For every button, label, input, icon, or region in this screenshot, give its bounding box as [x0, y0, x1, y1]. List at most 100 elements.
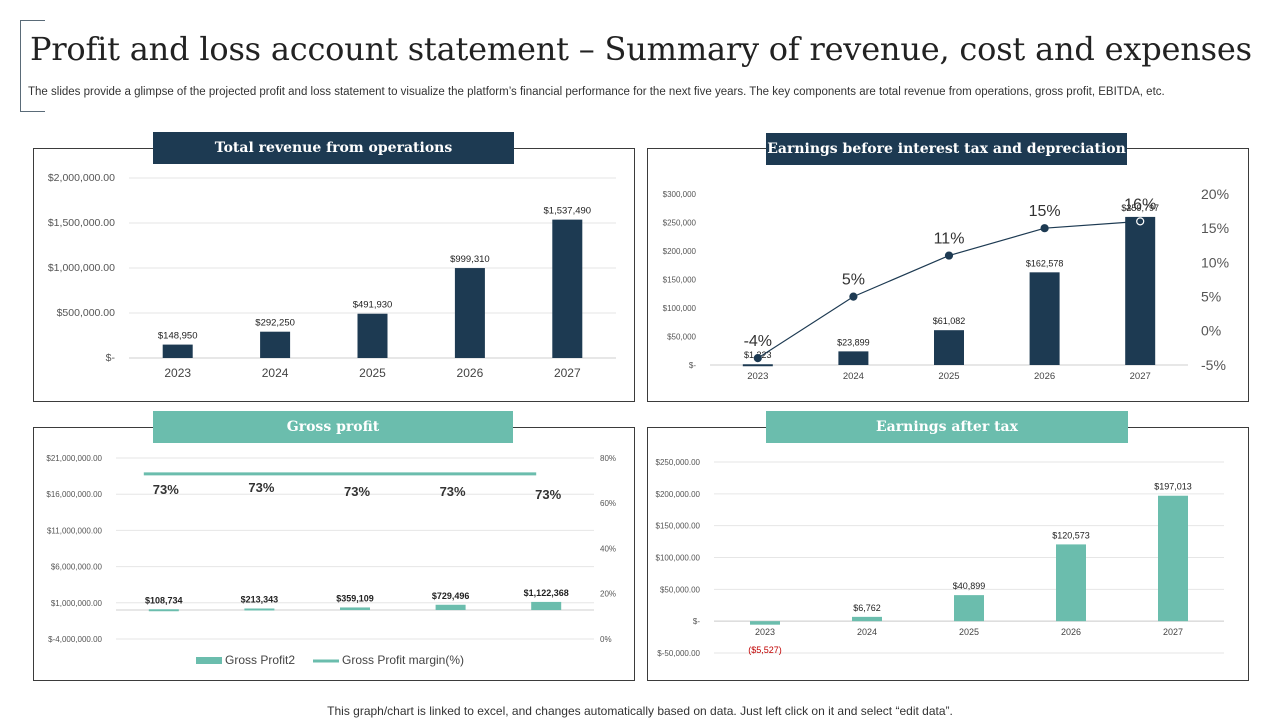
bar-data-label: $359,109	[336, 593, 374, 603]
x-tick-label: 2027	[1163, 627, 1183, 637]
x-tick-label: 2025	[359, 366, 386, 380]
bar	[340, 607, 370, 611]
y-tick-label: $100,000.00	[656, 554, 701, 563]
bar-data-label: ($5,527)	[748, 645, 782, 655]
y-tick-label: $300,000	[663, 190, 697, 199]
margin-point	[1040, 224, 1049, 233]
x-tick-label: 2024	[857, 627, 877, 637]
y-tick-label: $50,000	[667, 333, 696, 342]
y-tick-label: $100,000	[663, 304, 697, 313]
y2-tick-label: 0%	[600, 635, 612, 644]
y-tick-label: $1,000,000.00	[51, 599, 103, 608]
bar-data-label: $1,537,490	[544, 206, 592, 217]
y-tick-label: $150,000.00	[656, 522, 701, 531]
bar	[934, 330, 964, 365]
y2-tick-label: 15%	[1201, 220, 1229, 236]
y-tick-label: $11,000,000.00	[47, 526, 103, 535]
legend-label: Gross Profit2	[225, 653, 295, 667]
bar-data-label: $729,496	[432, 591, 470, 601]
ebitda-chart[interactable]: $- $50,000 $100,000 $150,000 $200,000 $250,00…	[648, 149, 1248, 401]
gross-profit-panel[interactable]: $-4,000,000.00 $1,000,000.00 $6,000,000.00…	[33, 427, 635, 681]
y-tick-label: $16,000,000.00	[46, 490, 102, 499]
legend-label: Gross Profit margin(%)	[342, 653, 464, 667]
bar	[162, 344, 193, 358]
eat-chart-title: Earnings after tax	[766, 411, 1128, 443]
margin-data-label: 73%	[440, 484, 466, 499]
x-tick-label: 2027	[554, 366, 581, 380]
x-tick-label: 2023	[164, 366, 191, 380]
y2-tick-label: 60%	[600, 499, 616, 508]
x-tick-label: 2026	[1034, 371, 1055, 382]
y-tick-label: $50,000.00	[660, 585, 701, 594]
bar-data-label: $148,950	[158, 331, 198, 342]
x-tick-label: 2026	[1061, 627, 1081, 637]
revenue-panel[interactable]: $- $500,000.00 $1,000,000.00 $1,500,000.00 $…	[33, 148, 635, 402]
revenue-chart-title: Total revenue from operations	[153, 132, 514, 164]
bar	[1029, 272, 1060, 365]
margin-data-label: -4%	[744, 333, 772, 350]
x-tick-label: 2024	[843, 371, 864, 382]
bar	[531, 601, 562, 611]
gross-profit-chart-title: Gross profit	[153, 411, 513, 443]
margin-point	[849, 292, 858, 301]
bar-data-label: $6,762	[853, 603, 881, 613]
bar-data-label: $162,578	[1026, 258, 1064, 268]
bar-data-label: $108,734	[145, 595, 183, 605]
bar	[1056, 544, 1086, 622]
bar-data-label: $197,013	[1154, 482, 1192, 492]
gross-profit-chart[interactable]: $-4,000,000.00 $1,000,000.00 $6,000,000.00…	[34, 428, 634, 680]
margin-point	[944, 251, 954, 260]
y-tick-label: $1,500,000.00	[48, 217, 115, 229]
margin-point	[1136, 217, 1145, 226]
ebitda-panel[interactable]: $- $50,000 $100,000 $150,000 $200,000 $250,00…	[647, 148, 1249, 402]
margin-point	[753, 354, 762, 363]
y2-tick-label: 40%	[600, 544, 616, 553]
y2-tick-label: 20%	[1201, 186, 1229, 202]
y2-tick-label: 10%	[1201, 254, 1229, 270]
revenue-chart[interactable]: $- $500,000.00 $1,000,000.00 $1,500,000.00 $…	[34, 149, 634, 401]
bar	[1125, 216, 1156, 365]
y-tick-label: $250,000	[663, 219, 697, 228]
y2-tick-label: 80%	[600, 454, 616, 463]
y2-tick-label: 20%	[600, 590, 616, 599]
bar-data-label: $213,343	[241, 594, 279, 604]
eat-chart[interactable]: $-50,000.00 $- $50,000.00 $100,000.00 $150,0…	[648, 428, 1248, 680]
y2-tick-label: 5%	[1201, 289, 1221, 305]
bar-data-label: $120,573	[1052, 530, 1090, 540]
y-tick-label: $150,000	[663, 276, 697, 285]
title-bracket	[20, 20, 45, 112]
bar	[1158, 495, 1188, 622]
bar-data-label: $61,082	[933, 316, 966, 326]
y-tick-label: $1,000,000.00	[48, 262, 115, 274]
bar	[357, 313, 388, 358]
margin-data-label: 11%	[934, 231, 965, 248]
page-title: Profit and loss account statement – Summ…	[30, 30, 1252, 68]
bar	[148, 609, 179, 612]
y-tick-label: $200,000	[663, 247, 697, 256]
y-tick-label: $500,000.00	[57, 307, 116, 319]
y-tick-label: $6,000,000.00	[51, 563, 103, 572]
bar-data-label: $491,930	[353, 300, 393, 311]
ebitda-chart-title: Earnings before interest tax and depreci…	[766, 133, 1127, 165]
x-tick-label: 2026	[457, 366, 484, 380]
eat-panel[interactable]: $-50,000.00 $- $50,000.00 $100,000.00 $150,0…	[647, 427, 1249, 681]
margin-data-label: 16%	[1124, 196, 1156, 213]
bar	[244, 608, 275, 611]
x-tick-label: 2024	[262, 366, 289, 380]
x-tick-label: 2023	[755, 627, 775, 637]
x-tick-label: 2023	[747, 371, 768, 382]
bar-data-label: $292,250	[255, 318, 295, 329]
y2-tick-label: 0%	[1201, 323, 1221, 339]
footer-note: This graph/chart is linked to excel, and…	[327, 704, 953, 718]
y-tick-label: $250,000.00	[656, 458, 701, 467]
y-tick-label: $2,000,000.00	[48, 172, 115, 184]
bar-data-label: $999,310	[450, 254, 490, 265]
bar	[260, 331, 291, 358]
margin-data-label: 73%	[248, 480, 274, 495]
y-tick-label: $-	[693, 617, 700, 626]
bar	[838, 351, 869, 365]
bar	[454, 268, 485, 358]
y-tick-label: $-4,000,000.00	[48, 635, 102, 644]
margin-data-label: 73%	[344, 484, 370, 499]
bar	[435, 604, 466, 611]
